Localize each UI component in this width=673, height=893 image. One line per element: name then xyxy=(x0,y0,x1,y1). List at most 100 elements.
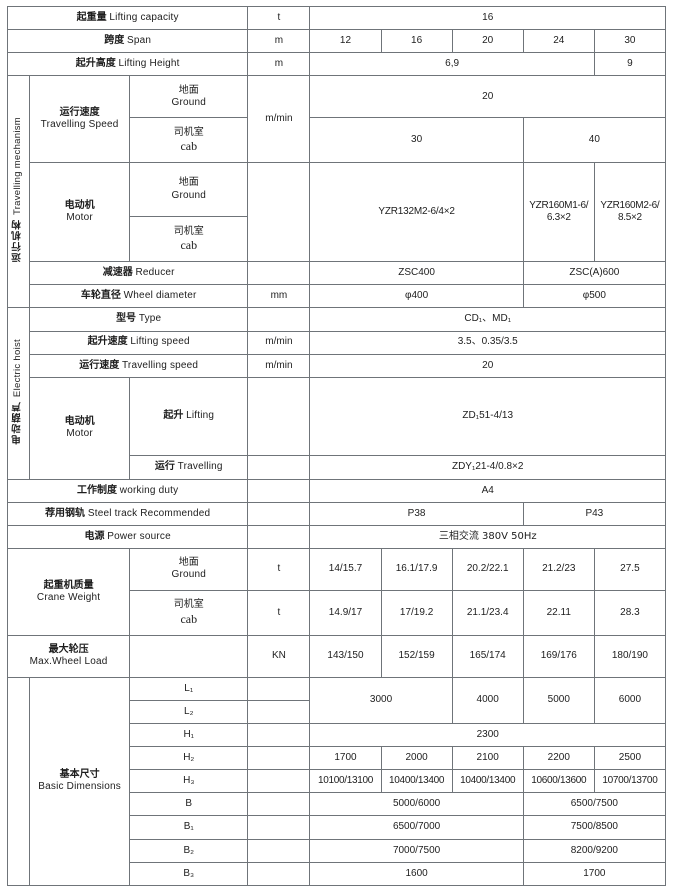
unit-cell xyxy=(247,815,311,840)
value-cell: 10400/13400 xyxy=(451,769,524,794)
value-cell: 7500/8500 xyxy=(522,815,667,840)
label-en: Lifting speed xyxy=(130,336,190,348)
value-cell: 28.3 xyxy=(593,589,667,636)
table-row-hoist-motor-travelling: 运行 Travelling ZDY₁21-4/0.8×2 xyxy=(8,455,666,480)
row-label-hoist-type: 型号 Type xyxy=(29,307,249,332)
sub-label-lifting: 起升 Lifting xyxy=(129,376,249,457)
label-cn: 运行速度 xyxy=(59,107,100,119)
sub-label-travelling: 运行 Travelling xyxy=(129,455,249,480)
unit-cell xyxy=(247,455,311,480)
sub-label-en: Ground xyxy=(171,96,207,108)
unit-cell: m/min xyxy=(247,353,311,378)
value-cell: 21.2/23 xyxy=(522,547,595,591)
label-cn: 车轮直径 xyxy=(80,290,121,302)
unit-cell xyxy=(247,676,311,701)
table-row-travelling-speed-ground: 运行机构 Travelling mechanism 运行速度 Travellin… xyxy=(6,75,666,309)
table-row-travelling-motor-cab: 司机室 cab xyxy=(8,215,666,263)
row-label-travelling-speed: 运行速度 Travelling Speed xyxy=(29,75,131,164)
table-row-power-source: 电源 Power source 三相交流 380V 50Hz xyxy=(6,524,666,549)
table-row-hoist-travelling-speed: 运行速度 Travelling speed m/min 20 xyxy=(8,353,666,378)
label-cn: 最大轮压 xyxy=(48,644,89,656)
dim-label-B: B xyxy=(129,792,249,817)
table-row-L2: L₂ xyxy=(8,699,666,724)
value-cell: 3000 xyxy=(309,676,453,724)
table-row-B3: B₃ 1600 1700 xyxy=(8,861,667,887)
label-cn: 电动机 xyxy=(64,200,95,212)
group-label-cn: 电动葫芦 xyxy=(12,399,24,444)
table-row-working-duty: 工作制度 working duty A4 xyxy=(6,478,666,503)
unit-cell xyxy=(247,722,311,748)
value-cell: ZD₁51-4/13 xyxy=(309,376,666,457)
value-cell: 180/190 xyxy=(593,634,667,678)
unit-cell xyxy=(247,501,311,526)
row-label-crane-weight: 起重机质量 Crane Weight xyxy=(6,547,131,636)
sub-label-cn: 起升 xyxy=(163,410,184,422)
sub-label-cab: 司机室 cab xyxy=(129,117,249,164)
unit-cell xyxy=(247,861,311,887)
label-cn: 起升高度 xyxy=(75,58,116,70)
value-cell: 10600/13600 xyxy=(522,769,595,794)
label-cn: 电源 xyxy=(84,530,105,542)
table-row-B1: B₁ 6500/7000 7500/8500 xyxy=(8,815,667,840)
value-cell: 12 xyxy=(309,29,382,54)
value-cell: 14/15.7 xyxy=(309,547,382,591)
value-cell: 20 xyxy=(309,353,666,378)
group-label-cn: 运行机构 xyxy=(12,218,24,263)
sub-label-cn: 地面 xyxy=(178,557,199,569)
unit-cell xyxy=(247,699,311,724)
label-en: Travelling Speed xyxy=(40,119,119,131)
row-label-lifting-height: 起升高度 Lifting Height xyxy=(6,52,249,77)
label-cn: 荐用钢轨 xyxy=(45,507,86,519)
value-cell: 2500 xyxy=(593,746,667,771)
value-cell: 14.9/17 xyxy=(309,589,382,636)
sub-label-cn: 司机室 xyxy=(173,599,204,611)
unit-cell xyxy=(247,769,311,794)
value-cell: 143/150 xyxy=(309,634,382,678)
value-cell: 40 xyxy=(522,117,667,164)
row-label-travelling-motor: 电动机 Motor xyxy=(29,162,131,263)
unit-cell xyxy=(247,261,311,286)
label-cn: 运行速度 xyxy=(79,359,120,371)
dim-label-B1: B₁ xyxy=(129,815,249,840)
value-cell: YZR132M2-6/4×2 xyxy=(309,162,524,263)
sub-label-en: cab xyxy=(180,237,198,252)
value-cell: 20 xyxy=(451,29,524,54)
sub-label-cab: 司机室 cab xyxy=(129,589,249,636)
label-en: Type xyxy=(138,313,162,325)
value-cell: 8200/9200 xyxy=(522,838,667,863)
row-label-hoist-motor: 电动机 Motor xyxy=(29,376,131,480)
value-cell: 16.1/17.9 xyxy=(380,547,453,591)
table-row-steel-track: 荐用钢轨 Steel track Recommended P38 P43 xyxy=(6,501,667,526)
value-cell: 16 xyxy=(380,29,453,54)
sub-label-ground: 地面 Ground xyxy=(129,162,249,217)
table-row-reducer: 减速器 Reducer ZSC400 ZSC(A)600 xyxy=(8,261,667,286)
unit-cell: m xyxy=(247,52,311,77)
value-cell: 17/19.2 xyxy=(380,589,453,636)
dim-label-B2: B₂ xyxy=(129,838,249,863)
label-en: Span xyxy=(126,35,152,47)
sub-label-cn: 司机室 xyxy=(173,225,204,237)
value-cell: ZDY₁21-4/0.8×2 xyxy=(309,455,666,480)
unit-cell xyxy=(247,838,311,863)
value-cell: 21.1/23.4 xyxy=(451,589,524,636)
sub-label-en: Lifting xyxy=(186,410,215,422)
dim-label-H1: H₁ xyxy=(129,722,249,748)
spacer-cell xyxy=(129,634,249,678)
value-cell: 6500/7500 xyxy=(522,792,667,817)
unit-cell: m/min xyxy=(247,75,311,164)
value-cell: CD₁、MD₁ xyxy=(309,307,666,332)
unit-cell xyxy=(247,478,311,503)
value-cell: 165/174 xyxy=(451,634,524,678)
value-cell: 24 xyxy=(522,29,595,54)
label-en: Max.Wheel Load xyxy=(29,656,108,668)
value-cell: 30 xyxy=(309,117,524,164)
sub-label-ground: 地面 Ground xyxy=(129,75,249,119)
label-en: Basic Dimensions xyxy=(38,781,121,793)
row-label-working-duty: 工作制度 working duty xyxy=(6,478,249,503)
table-row-crane-weight-ground: 起重机质量 Crane Weight 地面 Ground t 14/15.7 1… xyxy=(6,547,667,636)
value-cell: A4 xyxy=(309,478,666,503)
sub-label-en: cab xyxy=(180,611,198,626)
label-en: Wheel diameter xyxy=(123,290,197,302)
sub-label-en: Ground xyxy=(171,569,207,581)
value-cell: 27.5 xyxy=(593,547,667,591)
